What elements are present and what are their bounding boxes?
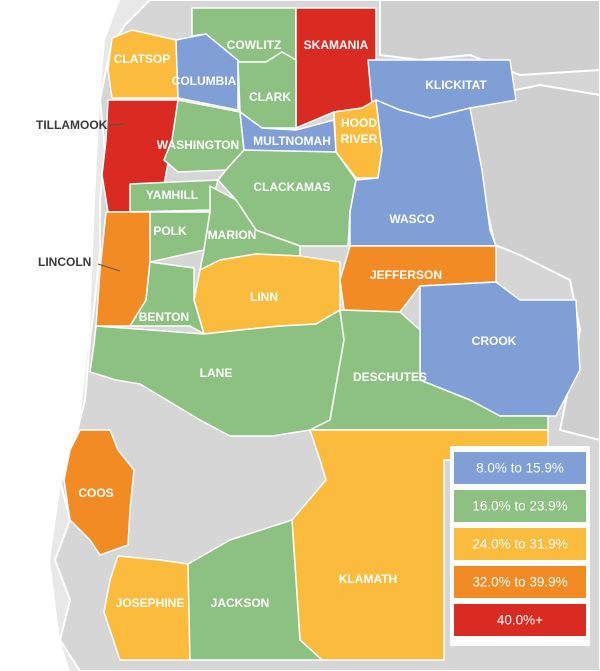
county-clackamas[interactable] (217, 149, 357, 247)
label-skamania: SKAMANIA (304, 38, 369, 52)
leader-tillamook (109, 123, 125, 126)
label-tillamook: TILLAMOOK (36, 118, 108, 132)
label-polk: POLK (153, 224, 187, 238)
legend-swatch (454, 528, 586, 560)
label-clark: CLARK (249, 90, 291, 104)
label-wasco: WASCO (389, 212, 434, 226)
label-coos: COOS (78, 486, 113, 500)
legend-item: 24.0% to 31.9% (454, 528, 586, 560)
county-washington[interactable] (163, 99, 245, 173)
county-coos[interactable] (63, 429, 135, 556)
label-clatsop: CLATSOP (114, 52, 170, 66)
legend-swatch (454, 604, 586, 636)
label-deschutes: DESCHUTES (353, 370, 427, 384)
legend-item: 32.0% to 39.9% (454, 566, 586, 598)
label-columbia: COLUMBIA (172, 74, 237, 88)
label-klickitat: KLICKITAT (425, 78, 487, 92)
legend-item: 8.0% to 15.9% (454, 452, 586, 484)
sea (0, 0, 120, 671)
legend-swatch (454, 452, 586, 484)
legend-label: 8.0% to 15.9% (476, 461, 564, 476)
label-marion: MARION (208, 228, 257, 242)
label-hood-river-2: RIVER (341, 132, 378, 146)
legend-label: 16.0% to 23.9% (472, 499, 567, 514)
label-cowlitz: COWLITZ (227, 38, 282, 52)
legend-item: 16.0% to 23.9% (454, 490, 586, 522)
label-lane: LANE (200, 366, 233, 380)
legend-swatch (454, 490, 586, 522)
legend-label: 32.0% to 39.9% (472, 575, 567, 590)
county-josephine[interactable] (103, 555, 191, 661)
label-jefferson: JEFFERSON (370, 268, 442, 282)
legend-label: 40.0%+ (497, 613, 543, 628)
label-multnomah: MULTNOMAH (253, 134, 331, 148)
legend-swatch (454, 566, 586, 598)
label-crook: CROOK (472, 334, 517, 348)
label-clackamas: CLACKAMAS (253, 180, 330, 194)
legend-label: 24.0% to 31.9% (472, 537, 567, 552)
county-benton[interactable] (129, 261, 205, 335)
label-josephine: JOSEPHINE (116, 596, 185, 610)
label-washington: WASHINGTON (157, 138, 239, 152)
legend-item: 40.0%+ (454, 604, 586, 636)
legend: 8.0% to 15.9% 16.0% to 23.9% 24.0% to 31… (450, 446, 590, 646)
county-jackson[interactable] (187, 519, 323, 661)
county-lane[interactable] (89, 309, 345, 437)
label-klamath: KLAMATH (339, 572, 397, 586)
leader-lincoln (97, 263, 121, 272)
label-linn: LINN (250, 290, 278, 304)
label-lincoln: LINCOLN (38, 255, 91, 269)
label-benton: BENTON (139, 310, 189, 324)
label-jackson: JACKSON (211, 596, 270, 610)
label-hood-river-1: HOOD (341, 116, 377, 130)
county-deschutes[interactable] (309, 309, 549, 431)
label-yamhill: YAMHILL (146, 188, 198, 202)
